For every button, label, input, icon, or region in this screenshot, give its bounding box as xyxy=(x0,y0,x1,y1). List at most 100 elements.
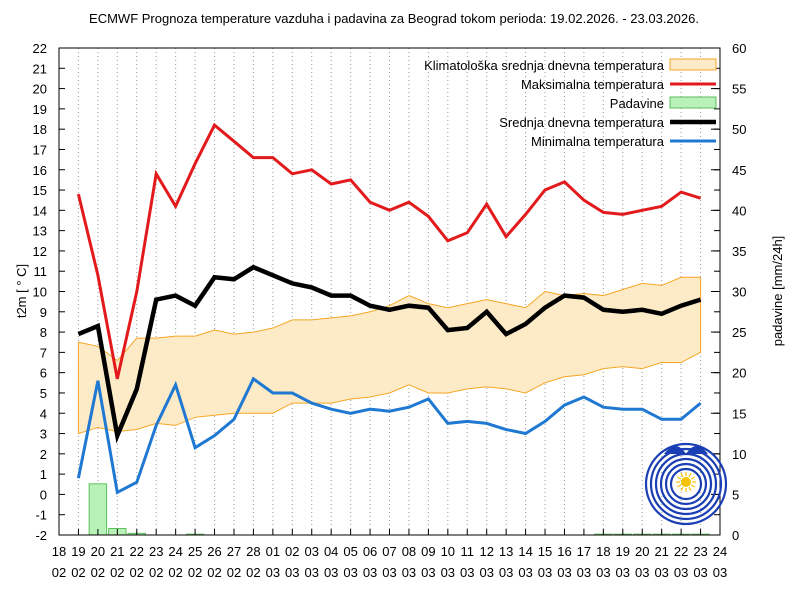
logo-ring xyxy=(669,467,703,501)
x-tick-day: 11 xyxy=(461,544,475,559)
minimalna-temperaturaline xyxy=(76,376,702,495)
y-tick-label: -1 xyxy=(35,508,47,523)
y2-tick-label: 0 xyxy=(732,528,739,543)
x-tick-month: 03 xyxy=(635,565,649,580)
x-tick-month: 03 xyxy=(343,565,357,580)
climatology-band xyxy=(77,276,702,435)
logo-sun-ray xyxy=(677,484,682,488)
logo-sun-ray xyxy=(690,476,695,480)
temperature-lines xyxy=(76,122,702,495)
x-tick-day: 10 xyxy=(441,544,455,559)
x-tick-month: 03 xyxy=(479,565,493,580)
x-tick-month: 03 xyxy=(654,565,668,580)
y-tick-label: 0 xyxy=(40,487,47,502)
rhmz-logo xyxy=(644,442,728,526)
y-tick-label: 8 xyxy=(40,325,47,340)
x-tick-day: 25 xyxy=(188,544,202,559)
y-tick-label: 21 xyxy=(33,61,47,76)
x-tick-month: 03 xyxy=(518,565,532,580)
y-tick-label: 11 xyxy=(34,264,48,279)
y-tick-label: 12 xyxy=(33,244,47,259)
y2-tick-label: 10 xyxy=(732,447,746,462)
legend-label: Minimalna temperatura xyxy=(531,134,665,149)
x-tick-month: 02 xyxy=(110,565,124,580)
x-tick-day: 26 xyxy=(207,544,221,559)
legend-label: Maksimalna temperatura xyxy=(521,77,665,92)
x-tick-day: 19 xyxy=(616,544,630,559)
y-tick-label: -2 xyxy=(35,528,47,543)
precip-bar xyxy=(88,483,108,536)
x-tick-month: 02 xyxy=(91,565,105,580)
logo-ring xyxy=(644,442,728,526)
y2-tick-label: 35 xyxy=(732,244,746,259)
logo-ring xyxy=(664,462,708,506)
x-tick-month: 03 xyxy=(285,565,299,580)
x-tick-day: 05 xyxy=(343,544,357,559)
y-tick-label: 18 xyxy=(33,122,47,137)
y-tick-label: 5 xyxy=(40,386,47,401)
x-tick-month: 03 xyxy=(616,565,630,580)
climatology-area xyxy=(77,276,702,435)
logo-sun-ray xyxy=(680,486,684,491)
y2-tick-label: 45 xyxy=(732,163,746,178)
x-tick-day: 21 xyxy=(110,544,124,559)
legend-label: Padavine xyxy=(610,96,664,111)
x-tick-day: 24 xyxy=(168,544,182,559)
x-tick-month: 03 xyxy=(402,565,416,580)
x-tick-day: 21 xyxy=(654,544,668,559)
y-tick-label: 17 xyxy=(33,142,47,157)
x-tick-month: 03 xyxy=(693,565,707,580)
x-tick-month: 03 xyxy=(713,565,727,580)
x-tick-month: 02 xyxy=(168,565,182,580)
y2-axis-label: padavine [mm/24h] xyxy=(770,236,785,347)
y-tick-label: 15 xyxy=(33,183,47,198)
logo-ring xyxy=(659,457,713,511)
x-tick-day: 20 xyxy=(91,544,105,559)
y-tick-label: 2 xyxy=(40,447,47,462)
y-tick-label: 20 xyxy=(33,82,47,97)
y-tick-label: 19 xyxy=(33,102,47,117)
x-tick-month: 03 xyxy=(363,565,377,580)
legend-label: Srednja dnevna temperatura xyxy=(499,115,665,130)
logo-sun-ray xyxy=(688,486,692,491)
y2-tick-label: 25 xyxy=(732,325,746,340)
logo-cloud xyxy=(664,446,708,454)
x-tick-month: 03 xyxy=(674,565,688,580)
x-tick-month: 02 xyxy=(207,565,221,580)
x-tick-month: 03 xyxy=(557,565,571,580)
x-tick-day: 28 xyxy=(246,544,260,559)
y2-tick-label: 20 xyxy=(732,366,746,381)
logo-ring xyxy=(649,447,723,521)
y-tick-label: 13 xyxy=(33,224,47,239)
x-tick-day: 19 xyxy=(71,544,85,559)
x-tick-month: 02 xyxy=(71,565,85,580)
x-tick-day: 07 xyxy=(382,544,396,559)
x-tick-day: 18 xyxy=(52,544,66,559)
legend-swatch xyxy=(669,96,717,109)
x-tick-day: 27 xyxy=(227,544,241,559)
y-axis-label: t2m [ ° C] xyxy=(14,264,29,318)
chart-title: ECMWF Prognoza temperature vazduha i pad… xyxy=(89,11,699,26)
precipitation-bars xyxy=(88,483,710,536)
y-tick-label: 22 xyxy=(33,41,47,56)
x-tick-day: 12 xyxy=(479,544,493,559)
x-tick-day: 22 xyxy=(674,544,688,559)
x-tick-month: 03 xyxy=(538,565,552,580)
x-tick-month: 03 xyxy=(499,565,513,580)
x-tick-day: 23 xyxy=(149,544,163,559)
maksimalna-temperaturaline xyxy=(76,122,702,380)
y-tick-label: 1 xyxy=(40,467,47,482)
y2-tick-label: 5 xyxy=(732,487,739,502)
x-tick-day: 16 xyxy=(557,544,571,559)
x-tick-month: 02 xyxy=(246,565,260,580)
x-tick-day: 06 xyxy=(363,544,377,559)
x-tick-month: 03 xyxy=(441,565,455,580)
x-tick-day: 13 xyxy=(499,544,513,559)
x-tick-day: 01 xyxy=(266,544,280,559)
x-tick-month: 02 xyxy=(188,565,202,580)
x-tick-month: 02 xyxy=(130,565,144,580)
x-tick-day: 23 xyxy=(693,544,707,559)
y2-tick-label: 40 xyxy=(732,203,746,218)
logo-sun-ray xyxy=(690,484,695,488)
